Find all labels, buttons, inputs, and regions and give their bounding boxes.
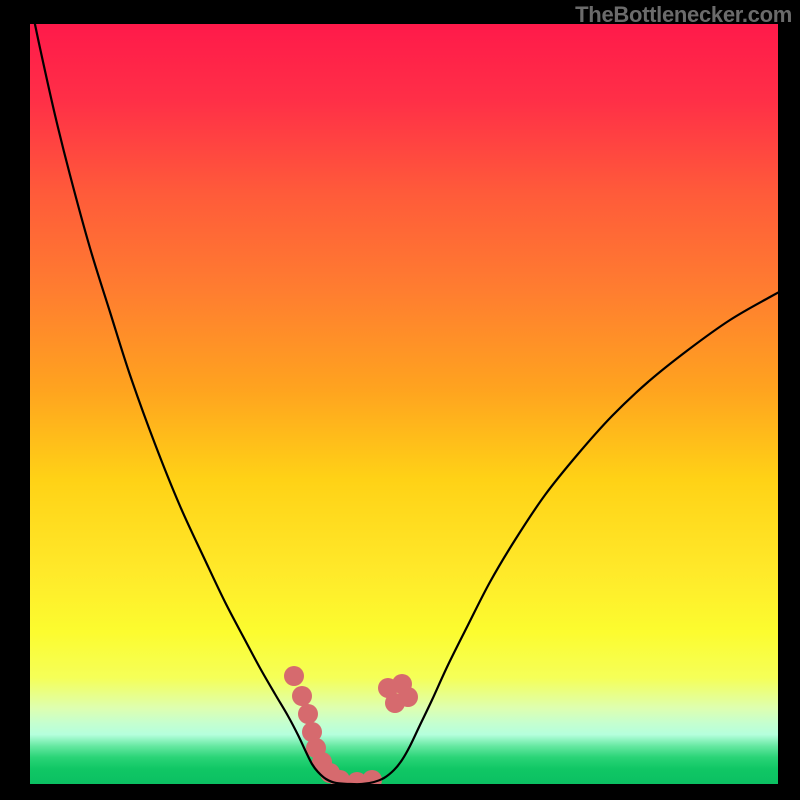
chart-root: TheBottlenecker.com (0, 0, 800, 800)
watermark-text: TheBottlenecker.com (575, 2, 792, 28)
plot-background (30, 24, 778, 784)
marker-dot (298, 704, 318, 724)
marker-dot (284, 666, 304, 686)
marker-dot (292, 686, 312, 706)
marker-dot (398, 687, 418, 707)
chart-svg (0, 0, 800, 800)
